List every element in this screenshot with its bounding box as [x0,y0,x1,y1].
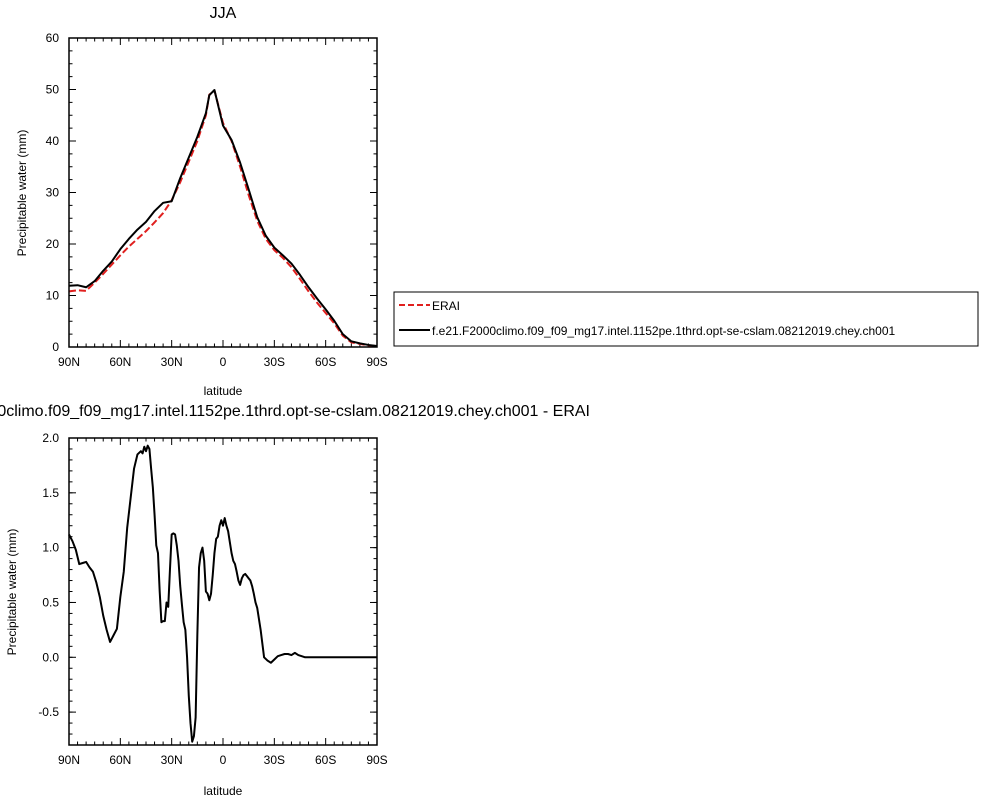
legend-label-erai: ERAI [432,299,460,313]
top-x-tick-label: 60S [315,355,336,369]
bottom-x-tick-label: 0 [220,753,227,767]
bottom-lines [68,444,377,743]
bottom-y-tick-label: -0.5 [38,705,59,719]
top-y-tick-label: 40 [46,134,60,148]
legend-box [393,291,979,347]
bottom-panel: f.e21.F2000climo.f09_f09_mg17.intel.1152… [0,403,590,798]
top-panel: JJA Precipitable water (mm) latitude 90N… [15,5,388,398]
top-lines [68,89,378,347]
bottom-x-tick-label: 90S [366,753,387,767]
bottom-series-line-0 [68,444,377,743]
bottom-chart-title: f.e21.F2000climo.f09_f09_mg17.intel.1152… [0,403,590,420]
top-y-tick-label: 10 [46,289,60,303]
bottom-y-tick-label: 0.5 [42,595,59,609]
top-series-line-1 [68,89,378,347]
legend: ERAI f.e21.F2000climo.f09_f09_mg17.intel… [393,291,979,347]
bottom-ticks: 90N 60N 30N 0 30S 60S 90S 2.0 1.5 1.0 0.5 0.0 -0.5 [38,431,387,767]
top-x-axis-label: latitude [204,384,243,398]
bottom-plot-frame [68,437,378,746]
bottom-x-tick-label: 60S [315,753,336,767]
top-y-tick-label: 30 [46,186,60,200]
top-y-tick-label: 0 [52,340,59,354]
top-chart-title: JJA [210,5,237,22]
top-series-line-0 [68,89,378,347]
bottom-x-tick-label: 30S [264,753,285,767]
top-x-tick-label: 30S [264,355,285,369]
top-x-tick-label: 0 [220,355,227,369]
top-x-tick-label: 60N [109,355,131,369]
top-x-tick-label: 90S [366,355,387,369]
bottom-x-tick-label: 30N [161,753,183,767]
bottom-x-tick-label: 60N [109,753,131,767]
bottom-y-tick-label: 2.0 [42,431,59,445]
bottom-y-axis-label: Precipitable water (mm) [5,529,19,656]
top-x-tick-label: 30N [161,355,183,369]
bottom-x-axis-label: latitude [204,784,243,798]
top-y-axis-label: Precipitable water (mm) [15,130,29,257]
top-y-tick-label: 50 [46,83,60,97]
bottom-y-tick-label: 0.0 [42,650,59,664]
bottom-x-tick-label: 90N [58,753,80,767]
bottom-y-tick-label: 1.0 [42,541,59,555]
top-ticks: 90N 60N 30N 0 30S 60S 90S 0 10 20 30 40 50 60 [46,31,388,369]
top-y-tick-label: 20 [46,237,60,251]
top-y-tick-label: 60 [46,31,60,45]
legend-label-model: f.e21.F2000climo.f09_f09_mg17.intel.1152… [432,324,896,338]
top-plot-frame [68,37,378,348]
top-x-tick-label: 90N [58,355,80,369]
bottom-y-tick-label: 1.5 [42,486,59,500]
